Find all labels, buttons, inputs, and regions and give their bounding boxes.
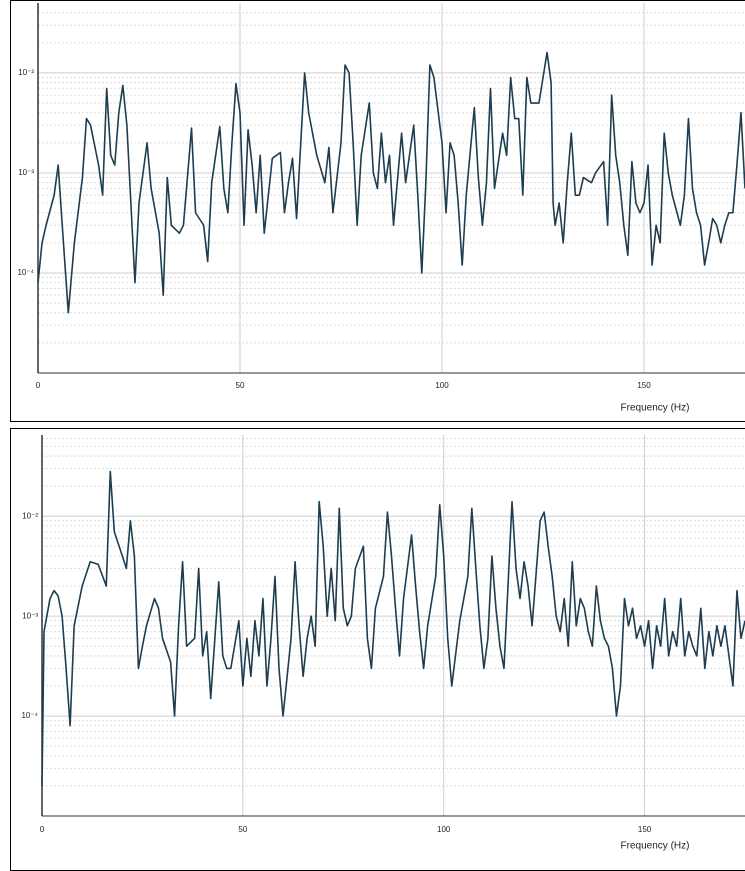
x-axis-label: Frequency (Hz) — [621, 403, 690, 414]
y-tick-label: 10⁻² — [22, 511, 38, 520]
x-tick-label: 0 — [36, 381, 41, 390]
x-axis-label: Frequency (Hz) — [621, 841, 690, 852]
y-tick-label: 10⁻⁴ — [21, 711, 38, 720]
x-tick-label: 150 — [638, 825, 652, 834]
spectrum-line — [37, 51, 745, 314]
y-tick-label: 10⁻⁴ — [17, 268, 34, 277]
x-tick-label: 0 — [40, 825, 45, 834]
x-tick-label: 100 — [437, 825, 451, 834]
y-tick-label: 10⁻³ — [18, 168, 34, 177]
x-tick-label: 100 — [435, 381, 449, 390]
x-tick-label: 50 — [236, 381, 245, 390]
spectrum-line — [41, 470, 745, 786]
y-tick-label: 10⁻² — [18, 68, 34, 77]
y-tick-label: 10⁻³ — [22, 611, 38, 620]
x-tick-label: 50 — [238, 825, 247, 834]
x-tick-label: 150 — [637, 381, 651, 390]
panel-frame — [10, 0, 745, 422]
panel-frame — [10, 428, 745, 871]
